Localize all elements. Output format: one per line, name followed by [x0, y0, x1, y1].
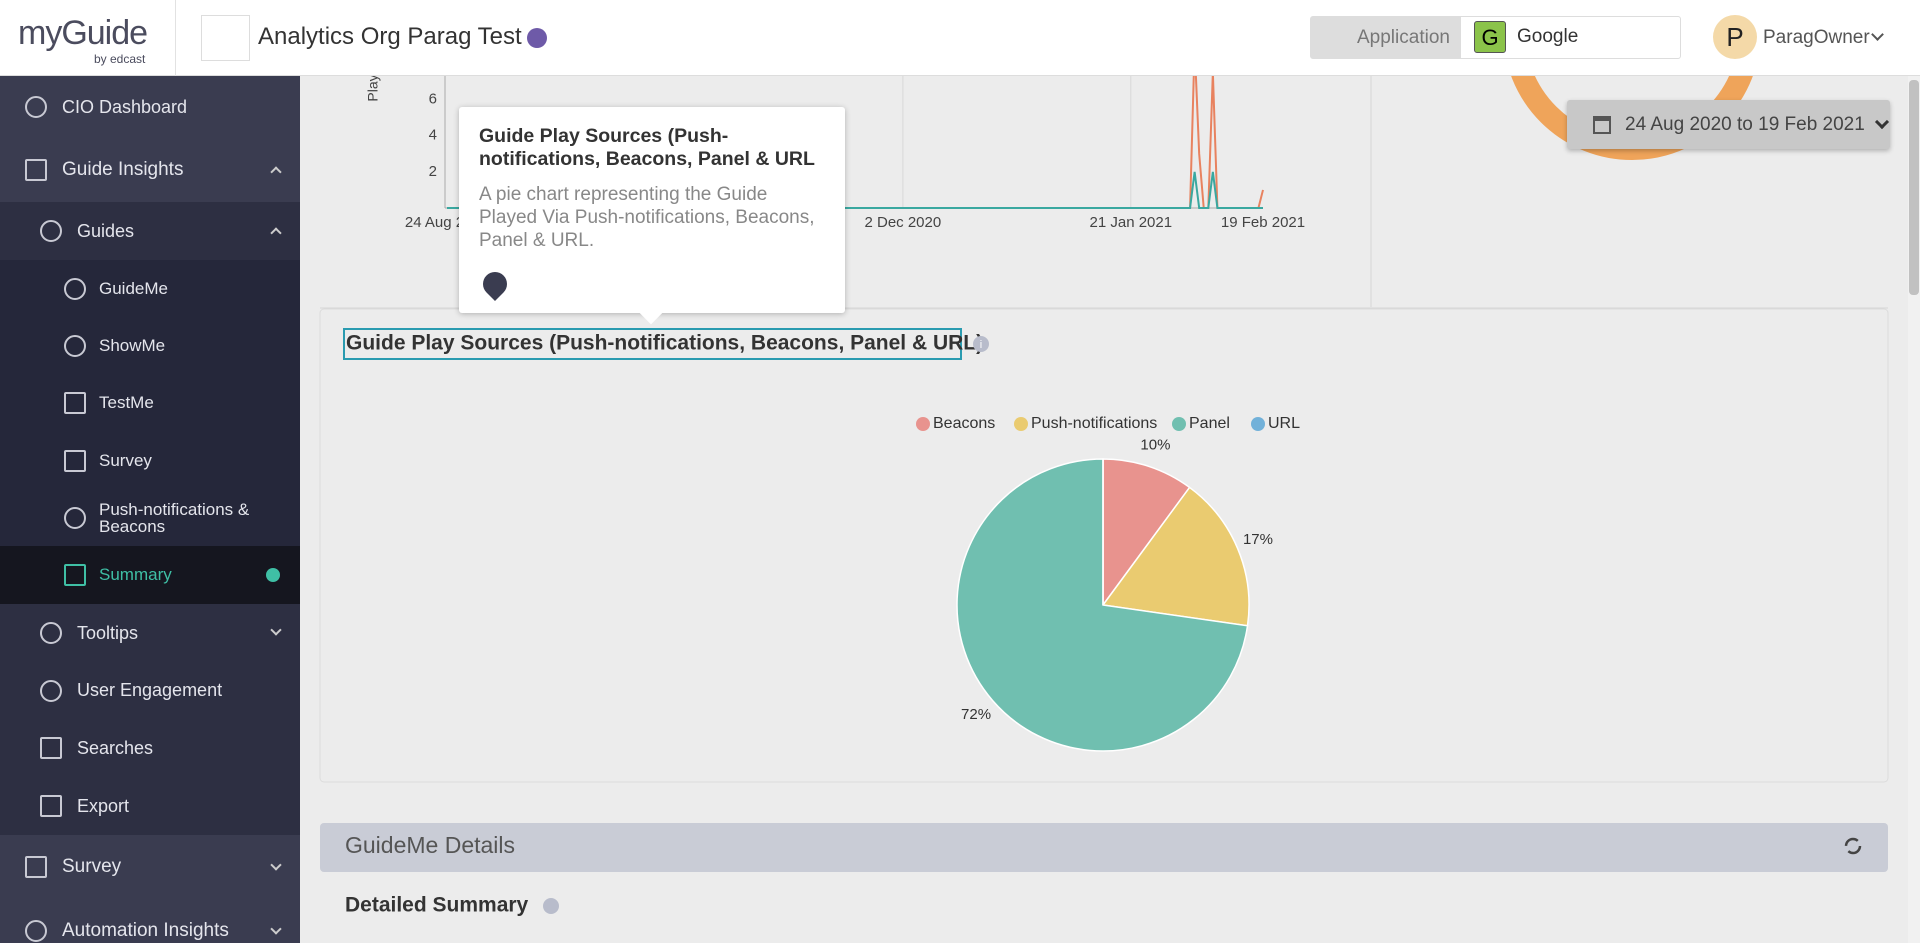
legend-label: Beacons [933, 415, 995, 432]
app-label: Application [1357, 26, 1450, 48]
legend-label: Push-notifications [1031, 415, 1157, 432]
nav-label: Export [77, 795, 130, 816]
y-tick-label: 6 [429, 91, 437, 108]
nav-label: GuideMe [99, 278, 168, 298]
info-icon[interactable] [527, 28, 547, 48]
active-dot [266, 568, 280, 582]
refresh-icon[interactable] [1844, 837, 1862, 855]
submenu [0, 260, 300, 546]
nav-item[interactable]: Automation Insights [0, 899, 300, 943]
nav-label: Tooltips [77, 622, 139, 643]
chevron [1871, 28, 1884, 41]
legend-label: Panel [1189, 415, 1230, 432]
y-axis-label: Play [365, 74, 381, 101]
info-icon[interactable] [973, 336, 989, 352]
nav-label: Searches [77, 737, 154, 758]
nav-label: ShowMe [99, 335, 166, 355]
nav-item[interactable]: GuideMe [0, 260, 300, 317]
header: myGuide by edcast Analytics Org Parag Te… [0, 0, 1920, 76]
nav-label: CIO Dashboard [62, 96, 188, 117]
info-icon[interactable] [543, 898, 559, 914]
info-i: i [980, 339, 982, 351]
data-label: 10% [1140, 436, 1170, 453]
org-title: Analytics Org Parag Test [258, 23, 522, 50]
scroll-thumb[interactable] [1909, 80, 1919, 295]
line-series [447, 171, 1263, 209]
pie-slice [1101, 486, 1250, 627]
legend-dot [916, 417, 930, 431]
chevron [1874, 114, 1889, 129]
nav-label: Summary [99, 565, 172, 584]
user-name[interactable]: ParagOwner [1763, 27, 1870, 48]
legend-dot [1014, 417, 1028, 431]
nav-item[interactable]: Push-notifications & Beacons [0, 489, 300, 546]
nav-item[interactable]: Export [0, 777, 300, 835]
details-title: GuideMe Details [345, 832, 515, 858]
nav-item[interactable]: ShowMe [0, 317, 300, 374]
separator [175, 0, 176, 76]
avatar[interactable]: P [1713, 15, 1757, 59]
y-tick-label: 4 [429, 127, 437, 144]
logo-sub: by edcast [94, 52, 146, 66]
title-focus [343, 328, 962, 360]
data-label: 17% [1243, 531, 1273, 548]
nav-item[interactable]: Summary [0, 546, 300, 604]
date-range-text: 24 Aug 2020 to 19 Feb 2021 [1625, 113, 1865, 135]
logo[interactable]: myGuide [18, 14, 148, 52]
y-tick-label: 2 [429, 163, 437, 180]
x-tick-label: 19 Feb 2021 [1221, 214, 1305, 231]
x-tick-label: 2 Dec 2020 [864, 214, 941, 231]
nav-label: Guides [77, 220, 135, 241]
tooltip-title: Guide Play Sources (Push-notifications, … [479, 125, 815, 170]
nav-item[interactable]: Survey [0, 835, 300, 899]
legend-dot [1251, 417, 1265, 431]
nav-item[interactable]: Tooltips [0, 604, 300, 662]
nav-label: Guide Insights [62, 159, 184, 180]
date-range[interactable]: 24 Aug 2020 to 19 Feb 2021 [1567, 100, 1890, 149]
app-selector[interactable]: Application G Google [1310, 16, 1681, 59]
nav-label: User Engagement [77, 680, 223, 700]
nav-item[interactable]: Guides [0, 202, 300, 260]
nav-item[interactable]: User Engagement [0, 662, 300, 719]
nav-item[interactable]: TestMe [0, 374, 300, 432]
pie-slice [1102, 458, 1191, 608]
pie-title: Guide Play Sources (Push-notifications, … [346, 332, 983, 355]
data-label: 72% [961, 706, 991, 723]
nav-item[interactable]: CIO Dashboard [0, 76, 300, 138]
details-bar [320, 823, 1888, 872]
x-tick-label: 21 Jan 2021 [1090, 214, 1173, 231]
nav-label: Push-notifications & Beacons [99, 499, 250, 536]
legend-dot [1172, 417, 1186, 431]
tooltip: Guide Play Sources (Push-notifications, … [459, 107, 845, 325]
nav-label: TestMe [99, 393, 154, 412]
calendar-icon [1593, 115, 1611, 134]
nav-item[interactable]: Guide Insights [0, 138, 300, 202]
app-name: Google [1517, 26, 1579, 47]
nav-label: Survey [62, 856, 122, 877]
details-subtitle: Detailed Summary [345, 894, 529, 917]
legend-label: URL [1268, 415, 1300, 432]
nav-item[interactable]: Searches [0, 719, 300, 777]
app-icon: G [1474, 21, 1506, 53]
nav-label: Automation Insights [62, 920, 229, 941]
sidebar: CIO Dashboard Guide Insights Guides Guid… [0, 76, 300, 943]
guide-icon [478, 267, 512, 301]
org-logo [201, 15, 250, 61]
tooltip-body: A pie chart representing the Guide Playe… [479, 184, 815, 251]
nav-label: Survey [99, 450, 152, 470]
nav-item[interactable]: Survey [0, 432, 300, 489]
app-label-box: Application [1311, 17, 1461, 58]
